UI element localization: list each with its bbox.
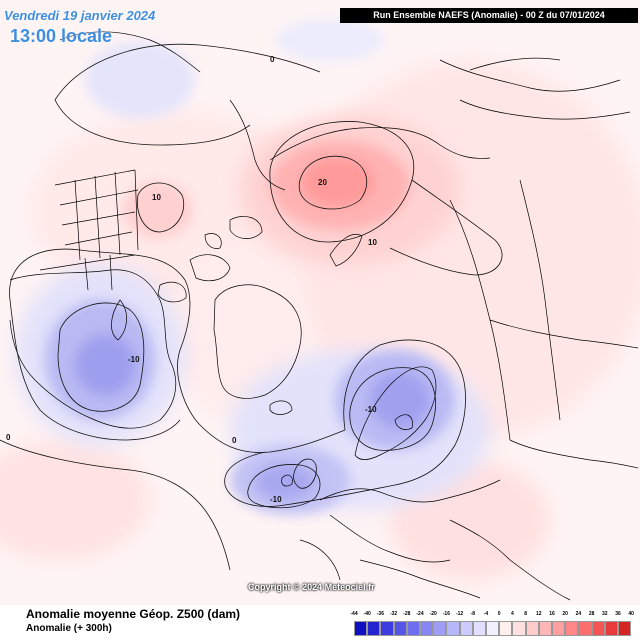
legend-tick-label: 0: [497, 611, 501, 617]
legend-swatch: [578, 621, 592, 636]
legend-tick-label: -4: [483, 611, 489, 617]
contour-label: 20: [318, 178, 327, 187]
legend-tick-label: 40: [628, 611, 634, 617]
anomaly-contours: [0, 43, 561, 571]
color-legend: -44 -40 -36 -32 -28 -24 -20 -16 -12 -8 -4 0 4 8 12 16 20…: [348, 611, 634, 637]
legend-swatch: [618, 621, 632, 636]
legend-tick-label: -28: [403, 611, 411, 617]
legend-tick-label: 8: [524, 611, 527, 617]
contour-labels: 0 0 0 10 20 10 -10 -10 -10: [6, 55, 377, 504]
legend-swatch: [354, 621, 368, 636]
legend-swatch: [499, 621, 513, 636]
legend-tick-label: 20: [562, 611, 568, 617]
legend-swatch: [406, 621, 420, 636]
legend-tick-label: -8: [470, 611, 476, 617]
contour-label: 0: [232, 436, 237, 445]
forecast-time: 13:00 locale: [10, 26, 113, 46]
contour-label: 10: [368, 238, 377, 247]
legend-swatch: [420, 621, 434, 636]
legend-tick-label: 12: [536, 611, 542, 617]
legend-swatch: [591, 621, 605, 636]
map-title: Anomalie moyenne Géop. Z500 (dam): [26, 607, 241, 621]
legend-swatch: [433, 621, 447, 636]
legend-tick-label: 28: [588, 611, 595, 617]
legend-swatch: [552, 621, 566, 636]
map-subtitle: Anomalie (+ 300h): [26, 623, 112, 634]
legend-tick-label: 36: [615, 611, 621, 617]
legend-swatch: [393, 621, 407, 636]
legend-swatch: [472, 621, 486, 636]
legend-tick-label: -36: [376, 611, 384, 617]
contour-label: -10: [365, 405, 377, 414]
legend-tick-label: -12: [455, 611, 464, 617]
legend-swatch: [486, 621, 500, 636]
legend-tick-label: 24: [575, 611, 582, 617]
legend-swatch: [512, 621, 526, 636]
run-info: Run Ensemble NAEFS (Anomalie) - 00 Z du …: [340, 8, 638, 23]
legend-tick-label: -40: [363, 611, 371, 617]
legend-tick-label: -44: [350, 611, 358, 617]
legend-swatch: [446, 621, 460, 636]
anomaly-map: 0 0 0 10 20 10 -10 -10 -10: [0, 0, 640, 605]
legend-tick-label: -20: [429, 611, 437, 617]
legend-tick-label: 32: [602, 611, 608, 617]
legend-swatch: [367, 621, 381, 636]
forecast-date: Vendredi 19 janvier 2024: [4, 8, 156, 23]
legend-swatch: [459, 621, 473, 636]
copyright: Copyright © 2024 Meteociel.fr: [248, 582, 375, 592]
contour-label: 10: [152, 193, 161, 202]
legend-tick-label: 4: [511, 611, 514, 617]
legend-swatch: [525, 621, 539, 636]
legend-swatch: [380, 621, 394, 636]
legend-tick-label: -32: [389, 611, 398, 617]
contour-label: 0: [6, 433, 11, 442]
legend-tick-label: 16: [549, 611, 555, 617]
legend-swatch: [565, 621, 579, 636]
legend-tick-label: -24: [416, 611, 424, 617]
contour-label: -10: [270, 495, 282, 504]
coastlines: [9, 31, 639, 601]
legend-swatch: [538, 621, 552, 636]
contour-label: -10: [128, 355, 140, 364]
legend-tick-label: -16: [442, 611, 450, 617]
legend-swatch: [604, 621, 618, 636]
contour-label: 0: [270, 55, 275, 64]
